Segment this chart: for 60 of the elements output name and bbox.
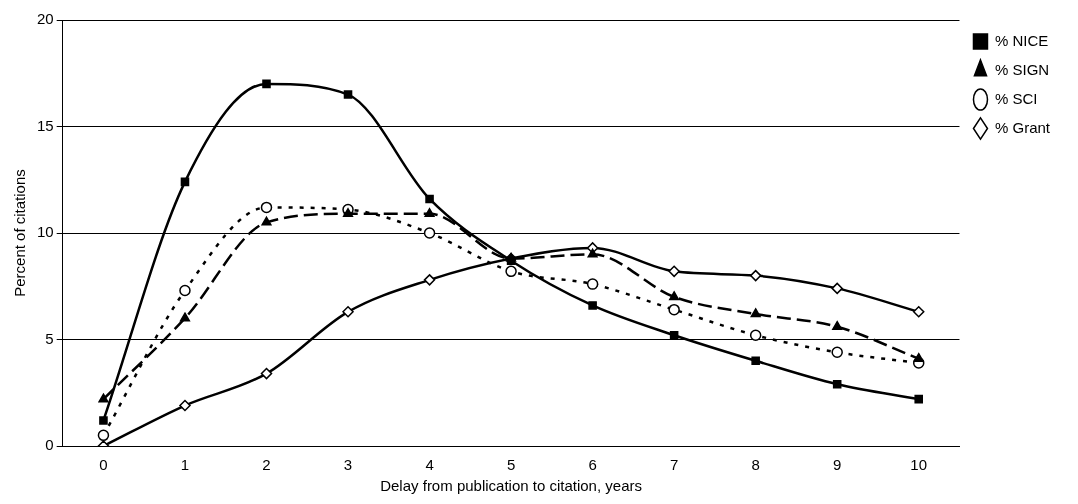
point	[669, 330, 679, 340]
point	[261, 216, 272, 226]
point	[912, 306, 925, 318]
point	[98, 393, 109, 403]
y-tick-label: 15	[37, 116, 54, 134]
y-tick-label: 10	[37, 223, 54, 241]
point	[343, 90, 353, 99]
point	[913, 352, 924, 362]
y-axis-title: Percent of citations	[11, 169, 29, 297]
point	[586, 278, 599, 290]
point	[587, 248, 598, 258]
point	[97, 429, 110, 442]
point	[179, 312, 191, 322]
point	[99, 416, 108, 425]
point	[179, 399, 191, 412]
x-tick-label: 7	[669, 456, 679, 474]
y-tick-label: 0	[45, 436, 54, 454]
x-tick-label: 1	[180, 456, 190, 474]
y-tick-label: 20	[37, 10, 54, 28]
point	[424, 208, 435, 218]
point	[262, 79, 271, 89]
point	[588, 301, 597, 310]
point	[831, 346, 843, 359]
point	[505, 265, 517, 278]
point	[506, 256, 516, 265]
x-tick-label: 4	[425, 456, 434, 474]
x-tick-label: 10	[910, 456, 928, 474]
point	[180, 177, 190, 187]
x-tick-label: 6	[588, 456, 597, 474]
point	[423, 274, 436, 286]
point	[751, 356, 760, 366]
legend-label: % SIGN	[994, 60, 1050, 78]
x-tick-label: 8	[751, 456, 760, 474]
legend-label: % SCI	[994, 89, 1038, 107]
point	[832, 379, 842, 389]
point	[425, 194, 434, 204]
point	[669, 291, 680, 301]
y-tick-label: 5	[45, 329, 54, 347]
x-tick-label: 9	[833, 456, 842, 474]
point	[832, 320, 843, 330]
point	[260, 201, 273, 214]
point	[260, 367, 273, 380]
point	[423, 227, 436, 239]
point	[749, 329, 762, 341]
x-tick-label: 5	[506, 456, 516, 474]
point	[342, 208, 354, 218]
legend-label: % Grant	[994, 118, 1051, 136]
point	[668, 303, 680, 316]
point	[179, 284, 191, 297]
point	[342, 306, 354, 318]
x-tick-label: 2	[262, 456, 271, 474]
point	[668, 265, 680, 278]
point	[750, 308, 761, 318]
legend-label: % NICE	[994, 31, 1049, 49]
x-axis-title: Delay from publication to citation, years	[380, 477, 642, 495]
point	[914, 394, 923, 404]
x-tick-label: 3	[343, 456, 353, 474]
x-tick-label: 0	[99, 456, 108, 474]
point	[831, 282, 843, 295]
point	[749, 269, 762, 282]
